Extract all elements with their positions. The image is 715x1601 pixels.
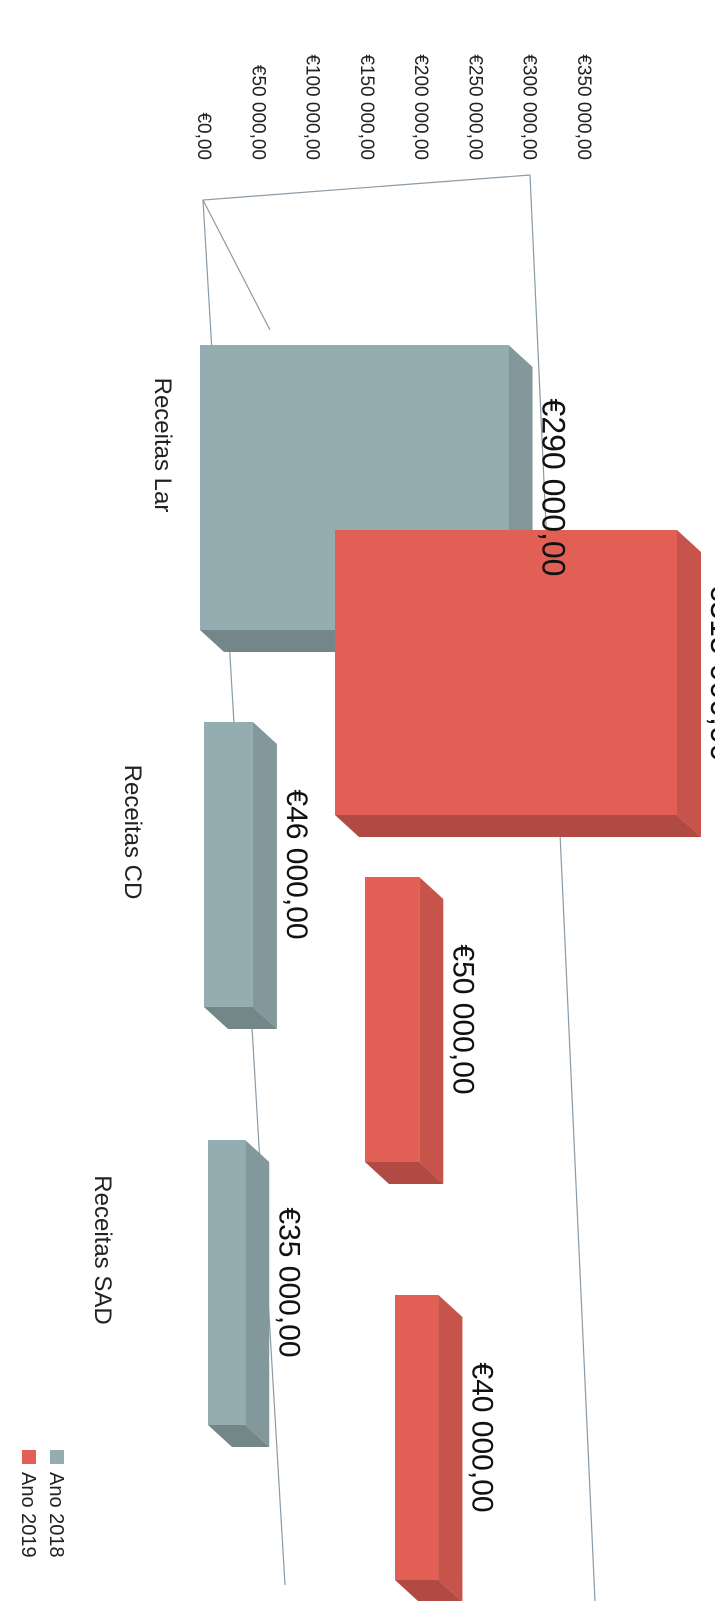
data-label: €46 000,00 [280, 789, 313, 939]
bar-side [335, 815, 701, 837]
category-label: Receitas Lar [149, 378, 176, 513]
data-label: €290 000,00 [536, 399, 572, 577]
legend-swatch [50, 1450, 64, 1464]
axis-depth-line [202, 199, 271, 331]
y-tick-label: €350 000,00 [573, 54, 594, 160]
bar-top [419, 877, 444, 1184]
bar-2018-1 [204, 722, 277, 1029]
bar-top [245, 1140, 270, 1447]
bars [200, 345, 701, 1601]
bar-side [365, 1162, 444, 1184]
bar-front [335, 530, 677, 815]
bar-front [364, 877, 420, 1162]
bar-2019-2 [394, 1295, 463, 1601]
y-tick-label: €0,00 [193, 112, 214, 160]
data-label: €35 000,00 [272, 1207, 305, 1357]
bar-front [207, 1140, 246, 1425]
bar-top [252, 722, 277, 1029]
legend-label: Ano 2019 [17, 1472, 39, 1558]
y-tick-label: €100 000,00 [302, 54, 323, 160]
legend: Ano 2018 Ano 2019 [17, 1450, 67, 1558]
bar-front [394, 1295, 439, 1580]
bar-top [438, 1295, 463, 1601]
bar-side [395, 1580, 463, 1601]
legend-label: Ano 2018 [45, 1472, 67, 1558]
y-axis-ticks: €0,00 €50 000,00 €100 000,00 €150 000,00 €20… [193, 54, 594, 160]
y-tick-label: €300 000,00 [519, 54, 540, 160]
bar-front [204, 722, 253, 1007]
category-label: Receitas CD [119, 765, 146, 900]
axis-frame [202, 174, 596, 1601]
data-label: €315 000,00 [704, 584, 715, 762]
bar-2018-2 [207, 1140, 270, 1447]
y-tick-label: €50 000,00 [247, 65, 268, 160]
data-label: €50 000,00 [446, 944, 479, 1094]
category-label: Receitas SAD [89, 1175, 116, 1324]
data-label: €40 000,00 [465, 1362, 498, 1512]
bar-2019-1 [364, 877, 444, 1184]
data-labels: €290 000,00 €315 000,00 €46 000,00 €50 000,… [272, 399, 715, 1513]
legend-swatch [22, 1450, 36, 1464]
bar-2019-0 [335, 530, 701, 837]
axis-top-line [529, 174, 596, 1601]
bar-side [208, 1425, 270, 1447]
bar-top [677, 530, 701, 837]
y-tick-label: €150 000,00 [356, 54, 377, 160]
category-labels: Receitas Lar Receitas CD Receitas SAD [89, 378, 176, 1325]
y-tick-label: €200 000,00 [410, 54, 431, 160]
bar-side [204, 1007, 277, 1029]
y-tick-label: €250 000,00 [464, 54, 485, 160]
